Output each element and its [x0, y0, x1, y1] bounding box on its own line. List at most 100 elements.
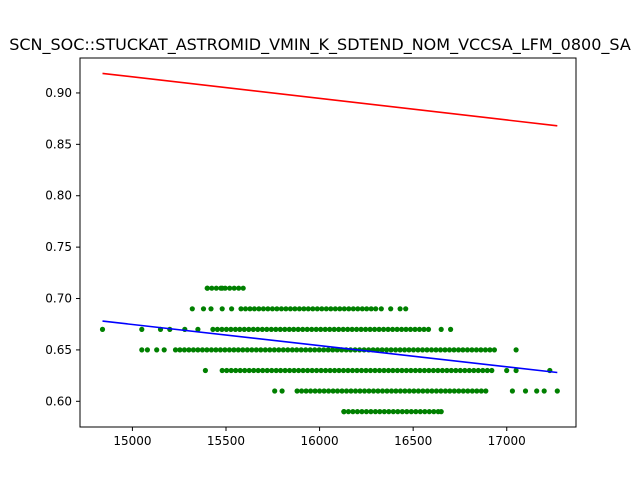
data-point — [455, 347, 462, 353]
data-point — [139, 326, 145, 332]
data-point — [264, 326, 270, 332]
data-point — [255, 367, 261, 374]
data-point — [361, 388, 368, 394]
data-point — [399, 367, 405, 374]
data-point — [425, 326, 432, 332]
data-point — [139, 347, 145, 353]
data-point — [340, 367, 347, 374]
chart-title: SCN_SOC::STUCKAT_ASTROMID_VMIN_K_SDTEND_… — [9, 35, 631, 55]
data-point — [305, 306, 311, 312]
data-point — [305, 367, 311, 374]
data-point — [286, 326, 292, 332]
data-point — [364, 306, 370, 312]
data-point — [367, 326, 373, 332]
data-point — [402, 388, 408, 394]
data-point — [357, 388, 363, 394]
data-point — [421, 367, 427, 374]
data-point — [430, 367, 436, 374]
data-point — [309, 367, 315, 374]
data-point — [489, 367, 495, 374]
data-point — [388, 306, 394, 312]
upper-line — [102, 72, 558, 127]
data-point — [195, 347, 201, 353]
data-point — [295, 326, 301, 332]
data-point — [273, 367, 279, 374]
data-point — [395, 409, 401, 415]
x-tick-label: 16000 — [300, 434, 338, 448]
data-point — [287, 367, 293, 374]
data-point — [471, 367, 477, 374]
data-point — [161, 347, 167, 353]
data-point — [314, 367, 320, 374]
data-point — [464, 347, 470, 353]
data-point — [334, 388, 341, 394]
data-point — [318, 367, 324, 374]
y-tick-label: 0.90 — [45, 86, 72, 100]
data-point — [291, 326, 297, 332]
data-point — [483, 388, 489, 394]
data-point — [208, 347, 214, 353]
data-point — [339, 388, 345, 394]
data-point — [292, 306, 298, 312]
data-point — [204, 285, 210, 291]
data-point — [367, 367, 374, 374]
data-point — [426, 367, 432, 374]
data-point — [294, 388, 300, 394]
data-point — [373, 306, 379, 312]
data-point — [319, 306, 325, 312]
data-point — [186, 347, 192, 353]
data-point — [473, 347, 479, 353]
data-point — [424, 347, 430, 353]
data-point — [402, 347, 408, 353]
data-point — [358, 326, 364, 332]
data-point — [208, 306, 214, 312]
data-point — [279, 388, 285, 394]
data-point — [336, 326, 342, 332]
data-point — [451, 347, 457, 353]
data-point — [330, 347, 336, 353]
data-point — [298, 347, 304, 353]
data-point — [296, 306, 302, 312]
data-point — [99, 326, 106, 332]
y-tick-label: 0.60 — [45, 394, 72, 408]
data-point — [244, 347, 250, 353]
data-point — [222, 347, 228, 353]
data-point — [190, 347, 196, 353]
data-point — [385, 367, 392, 374]
data-point — [251, 306, 257, 312]
data-point — [447, 388, 453, 394]
data-point — [460, 388, 466, 394]
data-point — [255, 326, 261, 332]
data-point — [312, 347, 318, 353]
data-point — [312, 388, 318, 394]
points-layer — [99, 285, 560, 415]
data-point — [276, 347, 282, 353]
data-point — [318, 326, 324, 332]
data-point — [219, 285, 225, 291]
data-point — [417, 367, 423, 374]
data-point — [428, 347, 435, 353]
data-point — [513, 347, 519, 353]
data-point — [326, 388, 332, 394]
data-point — [240, 285, 246, 291]
data-point — [219, 306, 225, 312]
data-point — [332, 367, 338, 374]
data-point — [381, 367, 387, 374]
data-point — [421, 326, 427, 332]
data-point — [285, 347, 291, 353]
data-point — [394, 367, 400, 374]
data-point — [408, 367, 414, 374]
data-point — [509, 388, 515, 394]
data-point — [241, 326, 247, 332]
data-point — [375, 388, 381, 394]
data-point — [242, 367, 248, 374]
data-point — [337, 306, 343, 312]
data-point — [269, 367, 275, 374]
data-point — [453, 367, 459, 374]
data-point — [328, 306, 334, 312]
data-point — [256, 306, 262, 312]
y-tick-label: 0.75 — [45, 240, 72, 254]
data-point — [404, 409, 410, 415]
data-point — [415, 388, 421, 394]
